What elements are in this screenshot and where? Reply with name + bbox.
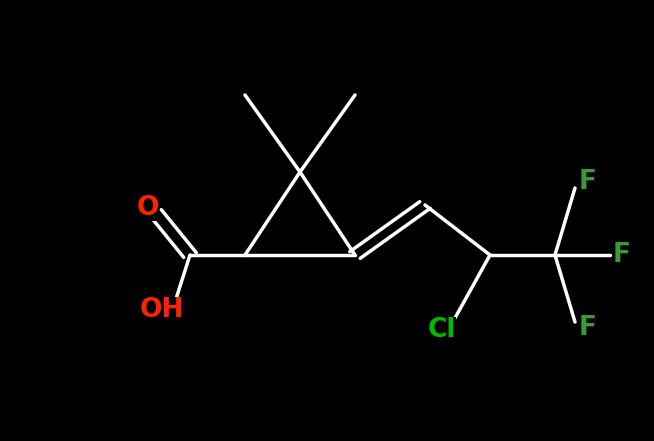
Text: F: F bbox=[579, 315, 597, 341]
Text: F: F bbox=[613, 242, 631, 268]
Text: OH: OH bbox=[140, 297, 184, 323]
Text: Cl: Cl bbox=[428, 317, 456, 343]
Text: O: O bbox=[137, 195, 160, 221]
Text: F: F bbox=[579, 169, 597, 195]
